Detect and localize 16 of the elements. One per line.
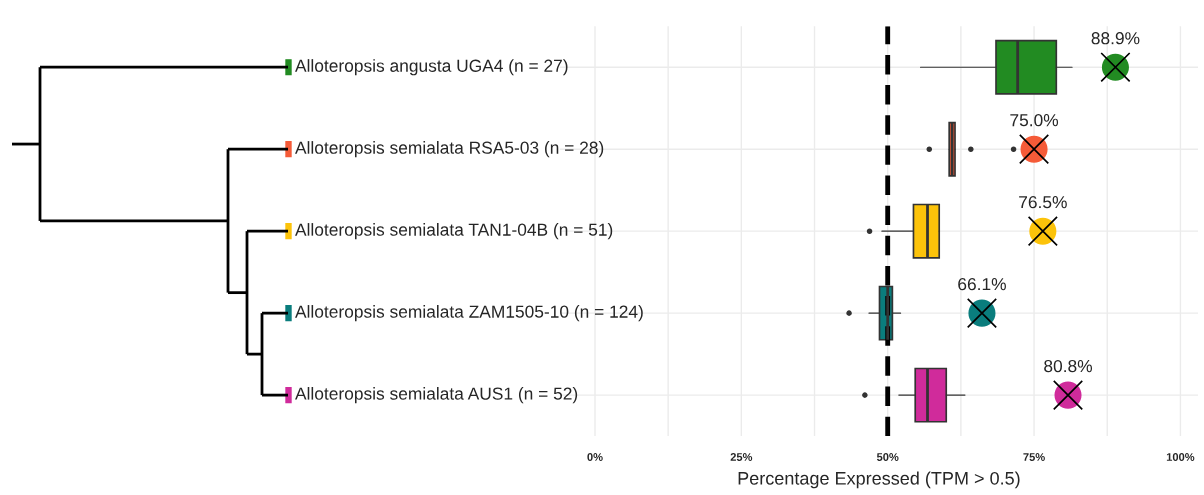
x-axis-title: Percentage Expressed (TPM > 0.5) [738,471,1020,489]
y-tick-label: Alloteropsis semialata RSA5-03 (n = 28) [295,141,604,158]
y-tick-label: Alloteropsis semialata AUS1 (n = 52) [295,387,578,404]
y-tick-label: Alloteropsis angusta UGA4 (n = 27) [295,59,568,76]
data-label: 88.9% [1091,32,1140,45]
x-tick-label: 0% [587,453,603,461]
x-tick-label: 100% [1166,453,1195,461]
x-tick-label: 50% [876,453,899,461]
data-label: 66.1% [958,277,1006,291]
y-tick-label: Alloteropsis semialata TAN1-04B (n = 51) [295,223,613,240]
x-tick-label: 75% [1023,453,1045,461]
x-tick-label: 25% [730,453,753,461]
data-label: 80.8% [1044,359,1093,373]
data-label: 76.5% [1019,196,1067,209]
data-label: 75.0% [1010,114,1059,127]
y-tick-label: Alloteropsis semialata ZAM1505-10 (n = 124) [295,305,643,322]
